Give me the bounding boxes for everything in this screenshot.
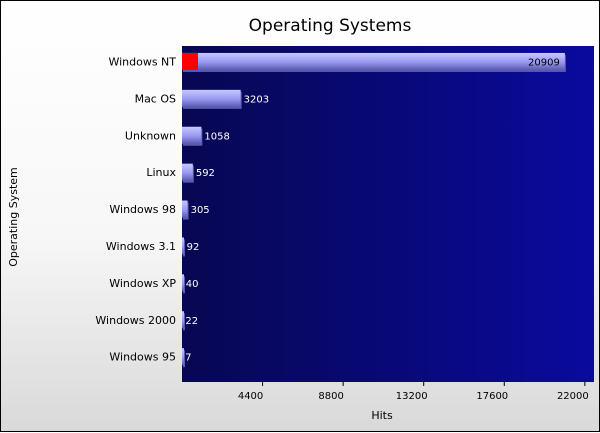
x-axis-ticks: 4400 8800 13200 17600 22000 (238, 382, 589, 402)
category-label: Windows 98 (109, 203, 176, 216)
x-tick-label: 8800 (318, 391, 343, 402)
bar (182, 126, 202, 144)
y-axis-title: Operating System (7, 167, 20, 267)
bar (182, 200, 188, 218)
x-tick-label: 13200 (396, 391, 428, 402)
bar (182, 89, 241, 107)
bar (182, 52, 565, 70)
category-label: Windows 95 (109, 351, 176, 364)
x-axis-title: Hits (371, 409, 393, 422)
bar (182, 237, 184, 255)
x-tick-label: 17600 (476, 391, 508, 402)
data-label: 20909 (528, 57, 560, 68)
category-label: Windows 2000 (95, 314, 176, 327)
category-label: Mac OS (135, 92, 176, 105)
data-label: 3203 (244, 94, 269, 105)
x-tick-label: 4400 (238, 391, 263, 402)
category-label: Windows XP (109, 277, 176, 290)
bars-layer: Windows NT 20909 Mac OS 3203 Unknown 1058 Linu… (95, 52, 566, 368)
category-label: Linux (146, 166, 176, 179)
data-label: 592 (196, 168, 215, 179)
bar (182, 348, 184, 366)
data-label: 92 (187, 242, 200, 253)
bar-highlight-marker (182, 52, 198, 70)
data-label: 1058 (204, 131, 229, 142)
bar (182, 311, 184, 329)
plot-area (182, 46, 594, 382)
category-label: Windows NT (108, 55, 176, 68)
data-label: 305 (191, 205, 210, 216)
chart-title: Operating Systems (249, 16, 412, 36)
data-label: 7 (185, 353, 191, 364)
data-label: 40 (186, 279, 199, 290)
bar (182, 163, 193, 181)
bar (182, 274, 184, 292)
x-tick-label: 22000 (557, 391, 589, 402)
category-label: Windows 3.1 (106, 240, 176, 253)
data-label: 22 (185, 316, 198, 327)
category-label: Unknown (125, 129, 176, 142)
